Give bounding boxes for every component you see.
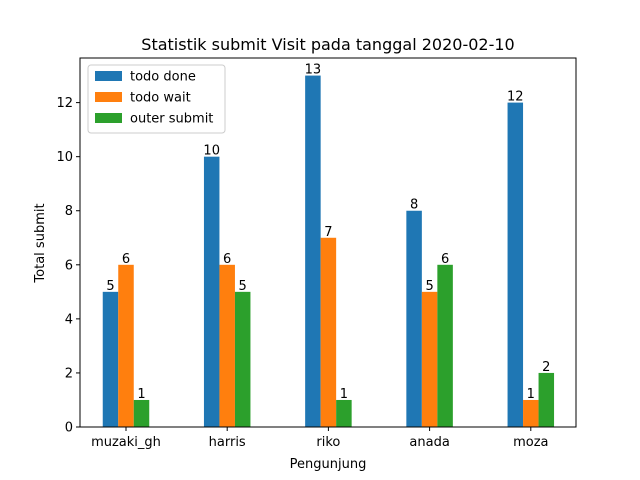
bar [538,372,555,427]
legend-label: todo done [130,70,196,85]
bar-value-label: 10 [203,144,220,159]
bar [203,156,220,428]
legend-label: todo wait [130,91,191,106]
x-tick-label: anada [409,435,449,450]
bar-value-label: 2 [542,360,550,375]
x-tick-label: moza [513,435,548,450]
y-axis-label: Total submit [33,203,48,283]
bar-value-label: 1 [527,387,535,402]
legend-box [87,64,226,134]
y-tick-label: 12 [56,96,73,111]
bar [320,237,337,427]
bar-value-label: 5 [239,279,247,294]
bar-value-label: 7 [324,225,332,240]
bar [305,75,321,427]
bar-value-label: 5 [106,279,114,294]
legend-swatch [95,113,122,123]
bar [406,210,422,427]
bar [102,291,119,427]
bar [336,399,352,427]
y-tick-label: 4 [65,312,73,327]
legend-swatch [95,92,122,102]
bar-value-label: 6 [223,252,231,267]
x-axis-label: Pengunjung [290,457,367,472]
bar [421,291,438,427]
y-tick-label: 6 [65,258,73,273]
bar-value-label: 6 [122,252,130,267]
chart-title: Statistik submit Visit pada tanggal 2020… [141,35,514,54]
bar [118,264,134,427]
bar-value-label: 8 [410,198,418,213]
y-tick-label: 2 [65,366,73,381]
bar-value-label: 13 [305,63,322,78]
x-tick-label: muzaki_gh [91,435,161,450]
bar-value-label: 6 [441,252,449,267]
bar [507,102,524,427]
bar-value-label: 1 [340,387,348,402]
y-tick-label: 10 [56,150,73,165]
y-tick-label: 0 [65,421,73,436]
bar [234,291,251,427]
bar-value-label: 1 [137,387,145,402]
bar [523,399,539,427]
bar [133,399,150,427]
x-tick-label: harris [209,435,246,450]
legend-swatch [95,71,122,81]
plot-area: 5 10 13 8 12 6 6 7 5 1 1 5 1 6 2 0 2 4 6 8 10 12 muzaki_gh harr… [56,57,577,450]
bar [437,264,453,427]
bar-value-label: 12 [507,90,524,105]
y-tick-label: 8 [65,204,73,219]
legend-label: outer submit [130,112,213,127]
x-tick-label: riko [316,435,340,450]
bar-value-label: 5 [425,279,433,294]
legend: todo done todo wait outer submit [87,64,226,134]
bar [219,264,235,427]
